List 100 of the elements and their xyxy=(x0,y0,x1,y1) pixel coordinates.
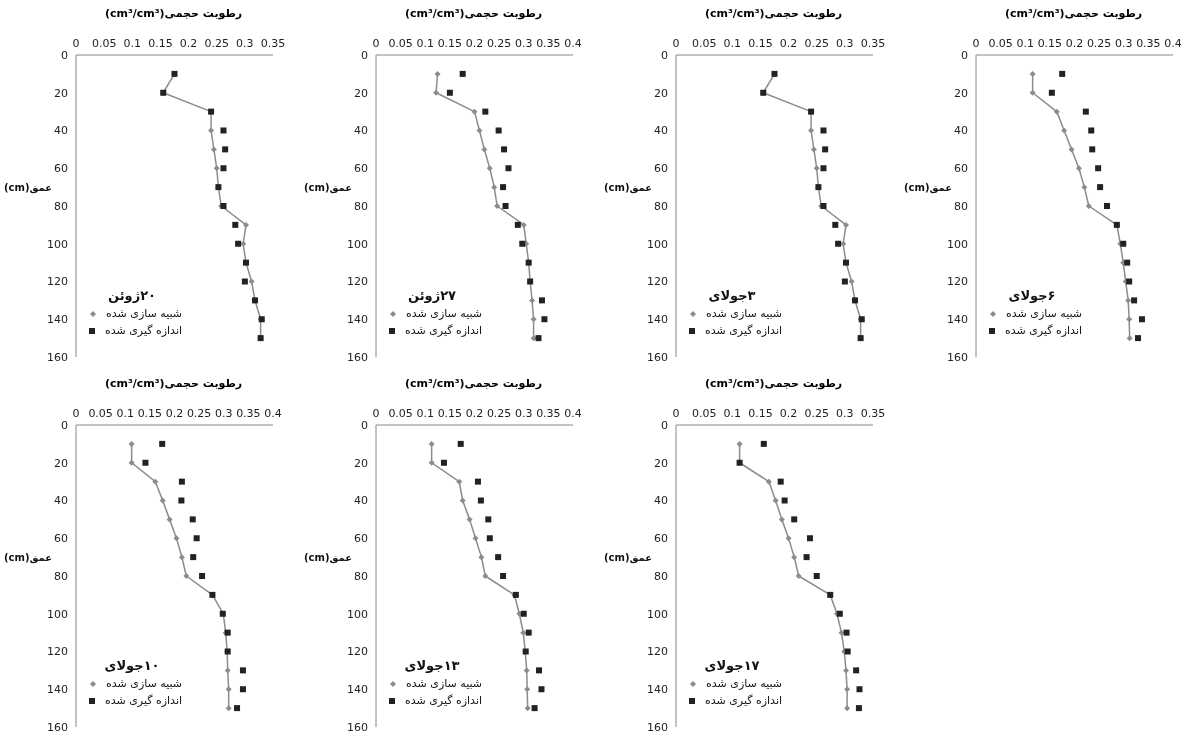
y-tick-label: 140 xyxy=(347,313,368,327)
x-tick-label: 0.15 xyxy=(1037,37,1063,50)
x-tick-label: 0.1 xyxy=(416,407,434,420)
legend-title: ۲۰ژوئن xyxy=(107,288,157,303)
x-axis-title: رطوبت حجمی(cm³/cm³) xyxy=(103,6,244,22)
x-axis-title: رطوبت حجمی(cm³/cm³) xyxy=(1003,6,1144,22)
y-axis-title: عمق(cm) xyxy=(4,181,53,193)
legend-label: اندازه گیری شده xyxy=(405,324,483,337)
legend-title: ۱۳جولای xyxy=(403,658,461,673)
x-tick-label: 0.4 xyxy=(264,407,282,420)
y-tick-label: 100 xyxy=(47,237,68,251)
x-tick-label: 0.25 xyxy=(204,37,229,50)
y-tick-label: 20 xyxy=(654,86,668,100)
y-tick-label: 20 xyxy=(54,456,68,470)
x-tick-label: 0.1 xyxy=(416,37,434,50)
y-axis-title: عمق(cm) xyxy=(604,551,653,563)
y-tick-label: 100 xyxy=(347,607,368,621)
y-tick-label: 20 xyxy=(354,456,368,470)
y-tick-label: 160 xyxy=(647,720,668,734)
x-tick-label: 0.35 xyxy=(860,407,886,420)
y-tick-label: 100 xyxy=(647,607,668,621)
legend-label: اندازه گیری شده xyxy=(105,324,183,337)
y-tick-label: 0 xyxy=(361,48,368,62)
x-tick-label: 0.3 xyxy=(515,407,533,420)
legend-title: ۳جولای xyxy=(707,288,757,303)
y-tick-label: 140 xyxy=(647,683,668,697)
x-tick-label: 0.3 xyxy=(1115,37,1133,50)
y-tick-label: 40 xyxy=(54,494,68,508)
x-tick-label: 0.3 xyxy=(836,37,854,50)
legend-label: شبیه سازی شده xyxy=(706,307,783,320)
legend-label: اندازه گیری شده xyxy=(105,694,183,707)
x-tick-label: 0 xyxy=(972,37,980,50)
y-tick-label: 0 xyxy=(961,48,968,62)
x-tick-label: 0 xyxy=(372,407,380,420)
y-tick-label: 40 xyxy=(354,124,368,138)
y-tick-label: 80 xyxy=(654,569,668,583)
x-tick-label: 0.2 xyxy=(779,407,798,420)
y-tick-label: 80 xyxy=(354,199,368,213)
y-tick-label: 100 xyxy=(347,237,368,251)
x-tick-label: 0.05 xyxy=(91,37,117,50)
y-tick-label: 160 xyxy=(647,350,668,364)
x-axis-title: رطوبت حجمی(cm³/cm³) xyxy=(403,6,544,22)
x-tick-label: 0.05 xyxy=(988,37,1013,50)
x-tick-label: 0 xyxy=(72,407,80,420)
y-tick-label: 140 xyxy=(47,313,68,327)
y-tick-label: 80 xyxy=(954,199,968,213)
y-axis-title: عمق(cm) xyxy=(904,181,953,193)
y-tick-label: 80 xyxy=(54,569,68,583)
legend-label: شبیه سازی شده xyxy=(406,677,483,690)
x-axis-title: رطوبت حجمی(cm³/cm³) xyxy=(703,376,844,392)
y-tick-label: 140 xyxy=(47,683,68,697)
y-tick-label: 120 xyxy=(47,275,68,289)
x-tick-label: 0.35 xyxy=(1136,37,1161,50)
x-tick-label: 0.2 xyxy=(465,407,484,420)
y-tick-label: 120 xyxy=(647,645,668,659)
legend-title: ۶جولای xyxy=(1007,288,1057,303)
x-tick-label: 0.35 xyxy=(236,407,261,420)
y-tick-label: 0 xyxy=(661,418,668,432)
x-axis-title: رطوبت حجمی(cm³/cm³) xyxy=(703,6,844,22)
x-tick-label: 0.3 xyxy=(215,407,233,420)
x-tick-label: 0.1 xyxy=(723,407,742,420)
x-tick-label: 0.1 xyxy=(1016,37,1034,50)
x-tick-label: 0.05 xyxy=(388,407,413,420)
x-tick-label: 0.2 xyxy=(1065,37,1084,50)
y-tick-label: 0 xyxy=(661,48,668,62)
y-tick-label: 100 xyxy=(947,237,968,251)
legend-label: اندازه گیری شده xyxy=(405,694,483,707)
y-tick-label: 60 xyxy=(954,162,968,176)
y-tick-label: 120 xyxy=(347,275,368,289)
x-tick-label: 0 xyxy=(72,37,80,50)
y-tick-label: 20 xyxy=(954,86,968,100)
y-tick-label: 0 xyxy=(361,418,368,432)
legend-label: اندازه گیری شده xyxy=(705,694,783,707)
x-tick-label: 0.3 xyxy=(836,407,854,420)
legend-label: شبیه سازی شده xyxy=(106,307,183,320)
y-tick-label: 60 xyxy=(54,532,68,546)
y-tick-label: 80 xyxy=(654,199,668,213)
y-tick-label: 160 xyxy=(347,350,368,364)
y-tick-label: 140 xyxy=(647,313,668,327)
x-axis-title: رطوبت حجمی(cm³/cm³) xyxy=(103,376,244,392)
y-tick-label: 40 xyxy=(954,124,968,138)
y-tick-label: 0 xyxy=(61,418,68,432)
legend-label: شبیه سازی شده xyxy=(106,677,183,690)
y-tick-label: 40 xyxy=(54,124,68,138)
y-axis-title: عمق(cm) xyxy=(304,551,353,563)
y-tick-label: 120 xyxy=(47,645,68,659)
x-tick-label: 0.15 xyxy=(748,37,773,50)
x-tick-label: 0.25 xyxy=(804,37,829,50)
x-tick-label: 0.15 xyxy=(437,37,463,50)
x-tick-label: 0.1 xyxy=(723,37,742,50)
y-axis-title: عمق(cm) xyxy=(304,181,353,193)
y-tick-label: 80 xyxy=(54,199,68,213)
x-tick-label: 0.05 xyxy=(88,407,113,420)
legend-label: شبیه سازی شده xyxy=(406,307,483,320)
x-tick-label: 0 xyxy=(672,37,680,50)
x-tick-label: 0.1 xyxy=(116,407,134,420)
legend-label: اندازه گیری شده xyxy=(705,324,783,337)
x-tick-label: 0 xyxy=(672,407,680,420)
y-tick-label: 60 xyxy=(654,162,668,176)
y-tick-label: 20 xyxy=(54,86,68,100)
